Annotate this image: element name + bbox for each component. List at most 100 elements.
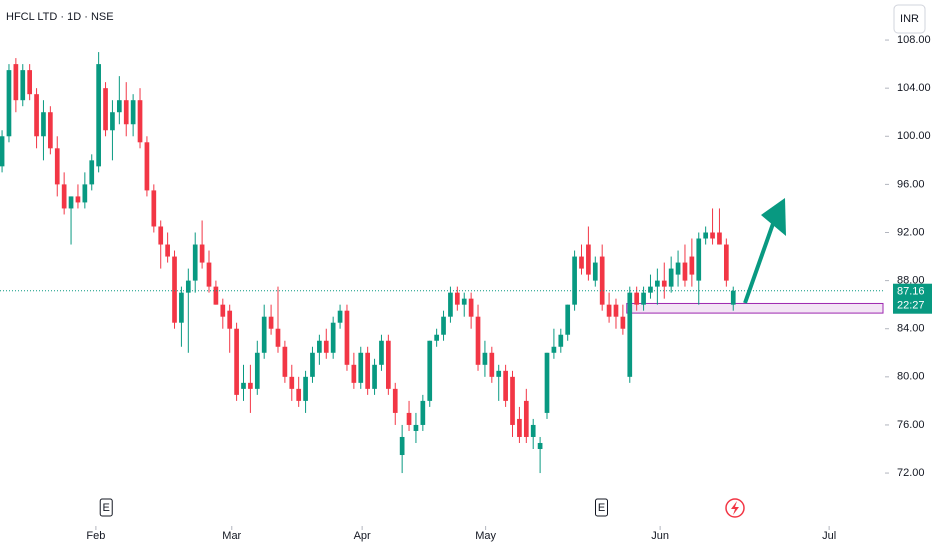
candle-body xyxy=(565,304,571,335)
candle-body xyxy=(158,226,164,245)
candle-body xyxy=(75,196,81,203)
candle-body xyxy=(351,364,357,383)
candle-body xyxy=(689,256,695,275)
candle-body xyxy=(20,70,26,101)
candle-body xyxy=(606,304,612,317)
price-zone xyxy=(626,302,884,314)
earnings-marker xyxy=(594,498,608,517)
candle-body xyxy=(503,370,508,401)
candle-body xyxy=(655,280,660,287)
y-tick-label: 76.00 xyxy=(897,419,925,431)
chart-title: HFCL LTD · 1D · NSE xyxy=(6,11,114,23)
candle-body xyxy=(6,70,12,137)
candle-body xyxy=(675,262,681,275)
y-tick-label: 84.00 xyxy=(897,323,925,335)
candle-body xyxy=(268,316,274,329)
candle-body xyxy=(468,298,474,317)
candle-body xyxy=(137,100,143,143)
candle-body xyxy=(510,376,515,425)
y-tick-label: 72.00 xyxy=(897,467,925,479)
candle-body xyxy=(730,290,736,305)
candle-body xyxy=(703,232,708,239)
candle-body xyxy=(648,286,653,293)
candle-body xyxy=(634,292,640,305)
x-tick-label: Jun xyxy=(651,530,669,542)
y-tick-label: 88.00 xyxy=(897,275,925,287)
candle-body xyxy=(572,256,577,305)
candle-body xyxy=(34,94,39,137)
candle-body xyxy=(103,88,108,131)
candle-body xyxy=(144,142,150,191)
candle-body xyxy=(234,328,239,395)
x-tick-label: Jul xyxy=(822,530,836,542)
candle-body xyxy=(192,244,198,281)
x-tick-label: Apr xyxy=(354,530,371,542)
candle-body xyxy=(296,388,302,401)
candle-body xyxy=(220,304,226,317)
earnings-label: E xyxy=(103,502,110,514)
candle-body xyxy=(661,280,667,287)
candle-body xyxy=(613,304,619,317)
y-tick-label: 92.00 xyxy=(897,226,925,238)
candle-body xyxy=(427,340,433,401)
candle-body xyxy=(627,292,633,377)
candle-body xyxy=(0,136,5,167)
x-tick-label: Feb xyxy=(86,530,105,542)
candle-body xyxy=(413,424,419,431)
candle-body xyxy=(185,280,191,293)
candle-body xyxy=(620,316,626,329)
candle-body xyxy=(303,376,308,401)
candle-body xyxy=(199,244,205,263)
candle-body xyxy=(13,64,19,101)
currency-button[interactable] xyxy=(893,4,926,34)
currency-label[interactable]: INR xyxy=(900,13,919,25)
y-tick-label: 96.00 xyxy=(897,178,925,190)
arrow-drawing xyxy=(743,198,786,304)
candle-body xyxy=(151,190,157,227)
candle-body xyxy=(496,370,502,377)
candle-body xyxy=(448,292,453,317)
candle-body xyxy=(48,112,53,149)
x-tick-label: Mar xyxy=(222,530,241,542)
candle-body xyxy=(365,352,371,389)
candle-body xyxy=(551,346,557,353)
candle-body xyxy=(372,364,377,389)
candle-body xyxy=(441,316,446,335)
candle-body xyxy=(130,100,136,125)
candle-body xyxy=(358,352,364,383)
candle-body xyxy=(41,112,46,137)
candle-body xyxy=(696,238,702,281)
x-tick-label: May xyxy=(475,530,496,542)
candle-body xyxy=(420,400,426,425)
candle-body xyxy=(386,340,391,389)
candle-body xyxy=(461,298,467,305)
candle-body xyxy=(317,340,322,353)
candle-body xyxy=(592,262,598,281)
candle-body xyxy=(289,376,295,389)
candle-body xyxy=(248,382,253,389)
candle-body xyxy=(379,340,384,365)
candle-body xyxy=(282,346,288,377)
candle-body xyxy=(668,268,674,287)
candle-body xyxy=(682,262,688,281)
candle-body xyxy=(165,244,170,257)
candle-body xyxy=(586,244,591,275)
candle-body xyxy=(454,292,460,305)
candle-body xyxy=(82,184,88,203)
candle-body xyxy=(261,316,267,353)
candle-body xyxy=(241,382,246,389)
candle-body xyxy=(110,112,115,131)
candle-body xyxy=(717,232,722,245)
candle-body xyxy=(475,316,481,365)
candle-body xyxy=(310,352,315,377)
candle-body xyxy=(330,322,336,353)
candle-body xyxy=(579,256,584,269)
candle-body xyxy=(344,310,350,365)
candle-body xyxy=(116,100,122,113)
candle-body xyxy=(599,256,605,305)
candle-body xyxy=(399,436,405,456)
candle-body xyxy=(227,310,233,329)
candle-body xyxy=(523,400,529,437)
candle-body xyxy=(558,334,564,347)
dividend-icon[interactable] xyxy=(725,498,745,518)
